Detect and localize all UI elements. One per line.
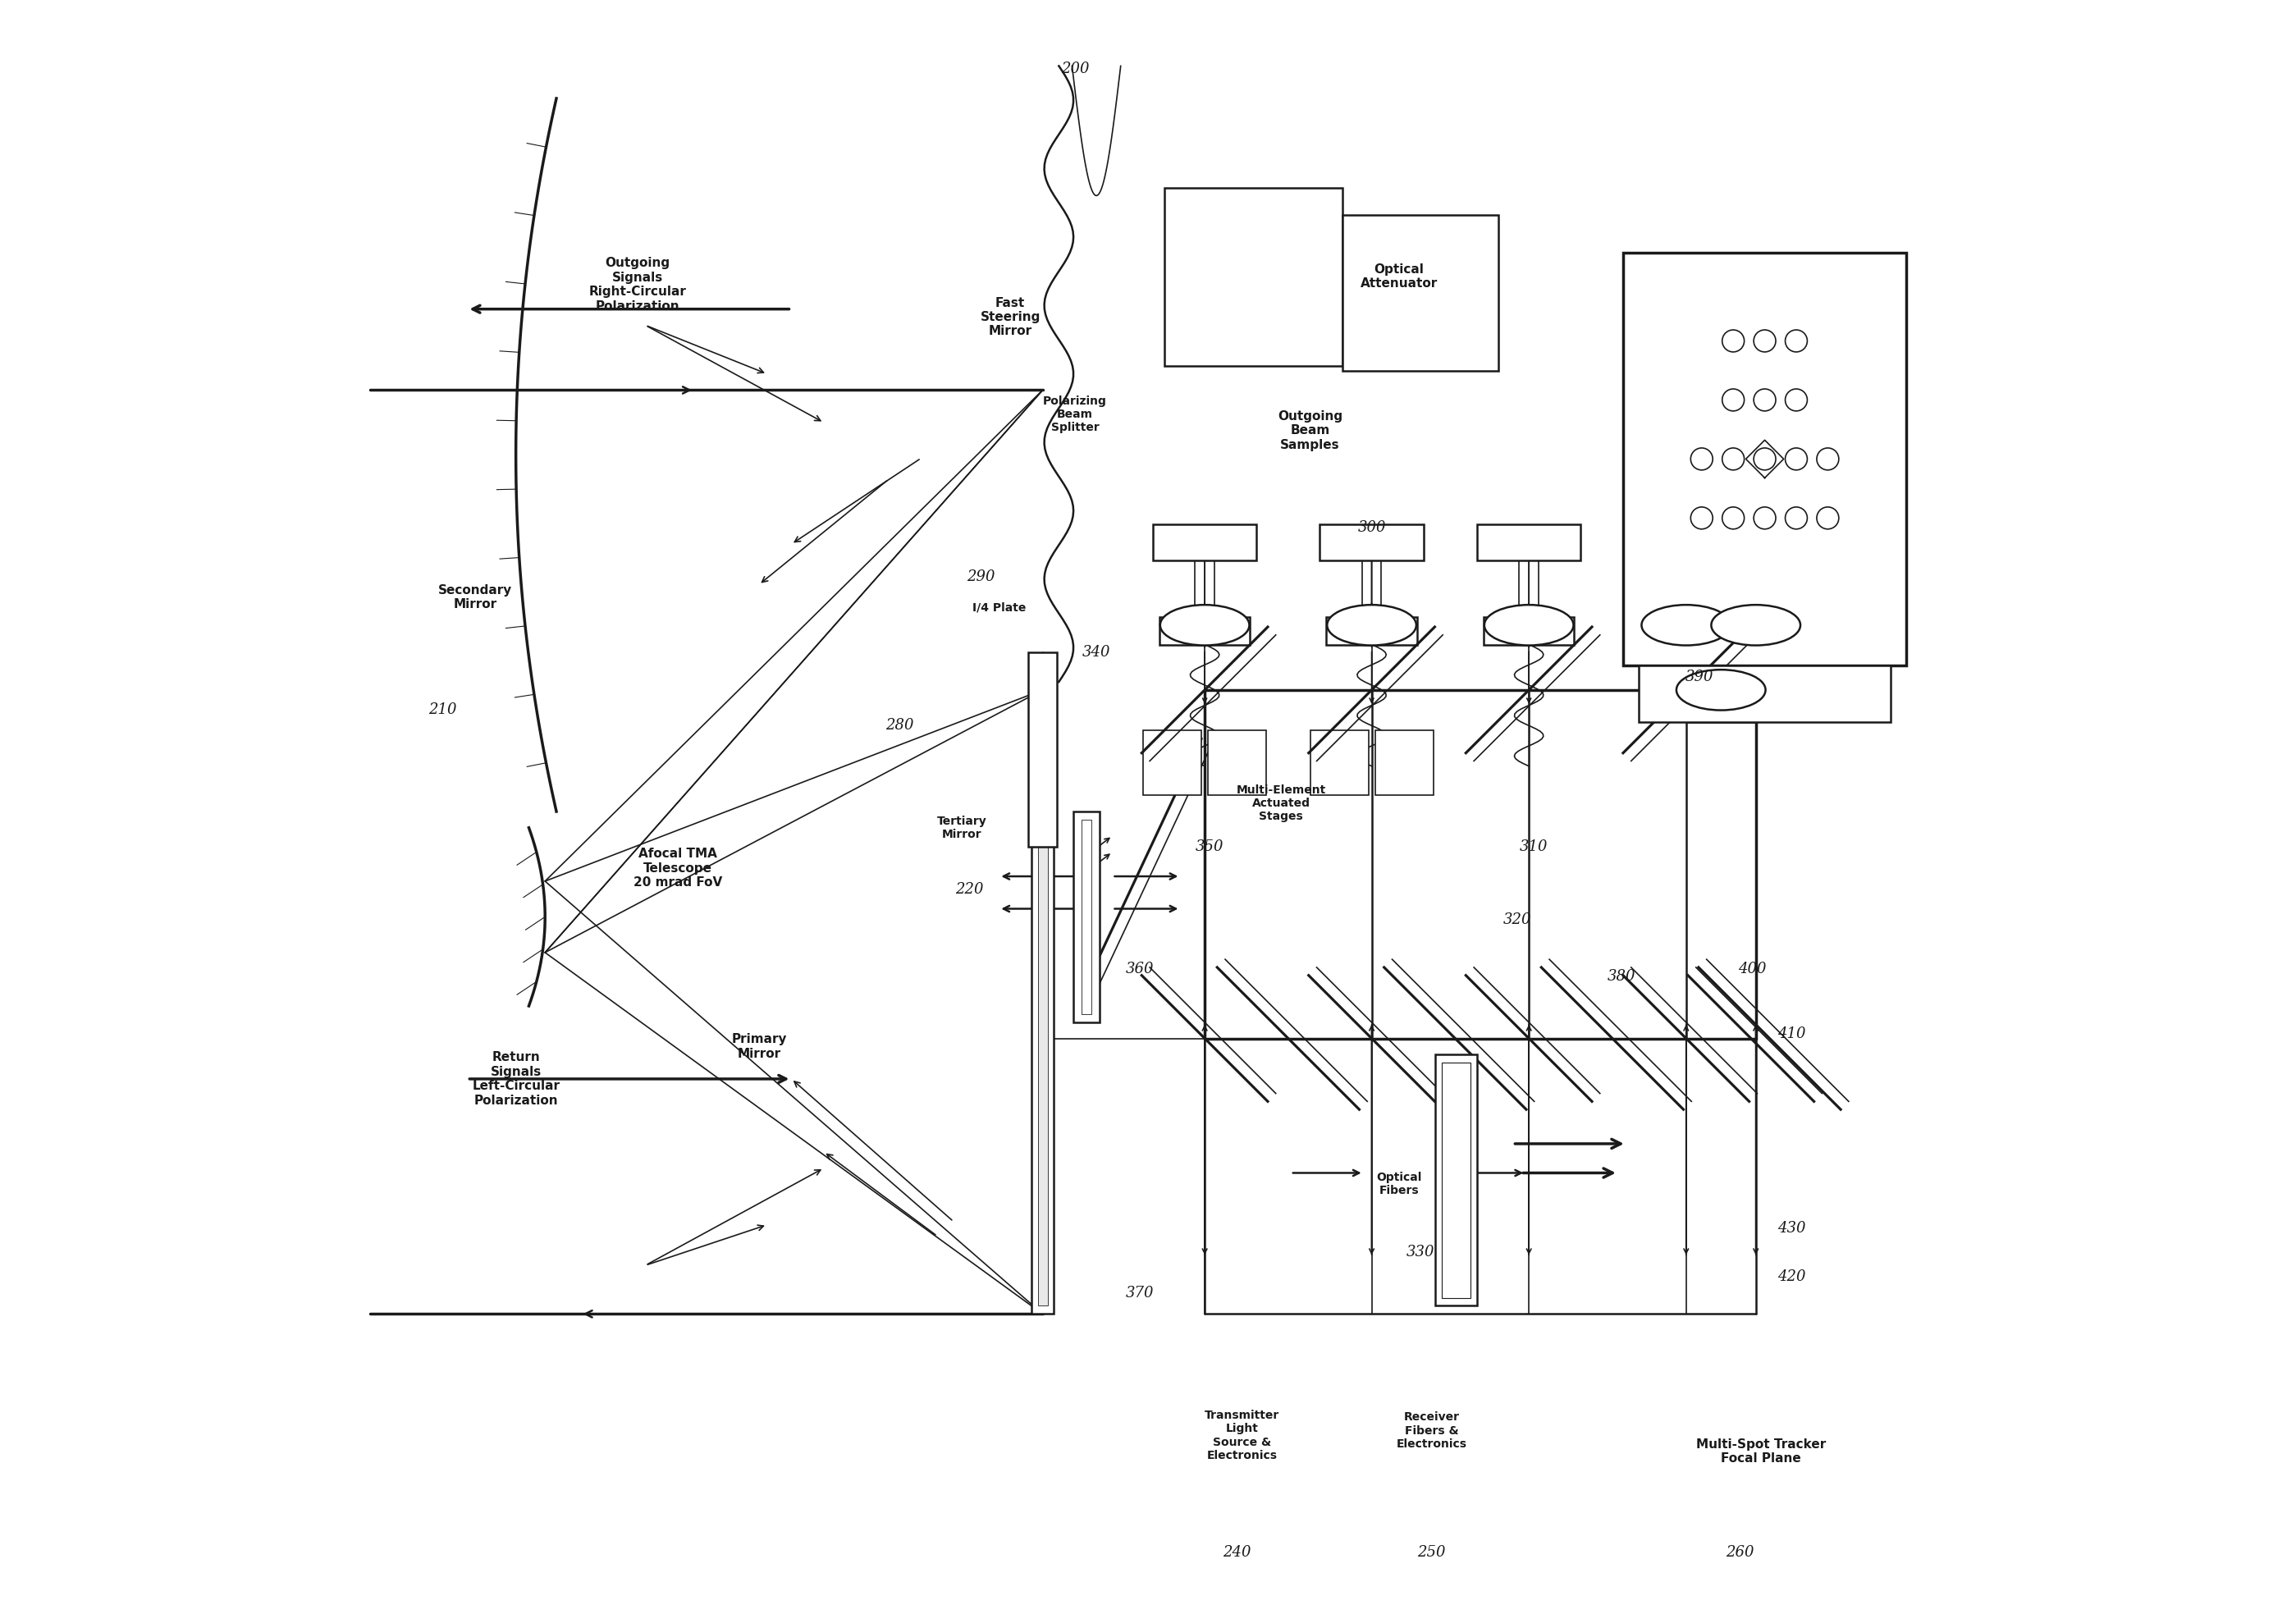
- Bar: [1208, 730, 1267, 795]
- Text: Secondary
Mirror: Secondary Mirror: [439, 584, 512, 610]
- Text: Primary
Mirror: Primary Mirror: [732, 1034, 788, 1060]
- Text: 340: 340: [1081, 646, 1111, 661]
- Ellipse shape: [1483, 605, 1573, 646]
- Text: 330: 330: [1405, 1245, 1435, 1259]
- Bar: [1435, 1055, 1476, 1307]
- Text: Tertiary
Mirror: Tertiary Mirror: [937, 815, 987, 841]
- Text: Return
Signals
Left-Circular
Polarization: Return Signals Left-Circular Polarizatio…: [473, 1052, 560, 1107]
- Bar: [1476, 524, 1580, 560]
- Bar: [1164, 188, 1343, 365]
- Text: 260: 260: [1727, 1545, 1754, 1560]
- Text: 350: 350: [1196, 839, 1224, 855]
- Bar: [1038, 690, 1047, 1307]
- Bar: [1442, 1063, 1469, 1298]
- Bar: [1311, 730, 1368, 795]
- Text: 320: 320: [1504, 912, 1531, 927]
- Text: 310: 310: [1520, 839, 1548, 855]
- Bar: [1029, 652, 1056, 847]
- Text: 370: 370: [1125, 1285, 1155, 1300]
- Text: 430: 430: [1777, 1220, 1805, 1235]
- Text: 380: 380: [1607, 969, 1635, 984]
- Text: Multi-Element
Actuated
Stages: Multi-Element Actuated Stages: [1235, 784, 1325, 823]
- Bar: [1483, 617, 1575, 644]
- Bar: [1081, 820, 1091, 1014]
- Ellipse shape: [1327, 605, 1417, 646]
- Bar: [1159, 617, 1249, 644]
- Text: Multi-Spot Tracker
Focal Plane: Multi-Spot Tracker Focal Plane: [1697, 1438, 1825, 1466]
- Bar: [1031, 682, 1054, 1315]
- Text: Optical
Attenuator: Optical Attenuator: [1362, 263, 1437, 291]
- Bar: [1639, 665, 1890, 722]
- Text: Receiver
Fibers &
Electronics: Receiver Fibers & Electronics: [1396, 1412, 1467, 1449]
- Text: Optical
Fibers: Optical Fibers: [1378, 1172, 1421, 1196]
- Text: 290: 290: [967, 570, 994, 584]
- Text: 420: 420: [1777, 1269, 1805, 1284]
- Text: 210: 210: [429, 703, 457, 717]
- Text: 300: 300: [1357, 521, 1387, 536]
- Text: Outgoing
Signals
Right-Circular
Polarization: Outgoing Signals Right-Circular Polariza…: [588, 256, 687, 312]
- Bar: [1075, 812, 1100, 1022]
- Bar: [1153, 524, 1256, 560]
- Text: 220: 220: [955, 881, 985, 896]
- Text: 390: 390: [1685, 670, 1713, 685]
- Text: 400: 400: [1738, 961, 1766, 975]
- Text: Afocal TMA
Telescope
20 mrad FoV: Afocal TMA Telescope 20 mrad FoV: [634, 847, 723, 889]
- Text: 360: 360: [1125, 961, 1155, 975]
- Text: 240: 240: [1224, 1545, 1251, 1560]
- Text: 410: 410: [1777, 1026, 1805, 1040]
- Bar: [1320, 524, 1424, 560]
- Text: Transmitter
Light
Source &
Electronics: Transmitter Light Source & Electronics: [1205, 1410, 1279, 1461]
- Text: Fast
Steering
Mirror: Fast Steering Mirror: [980, 297, 1040, 338]
- Text: I/4 Plate: I/4 Plate: [971, 602, 1026, 613]
- Bar: [1343, 216, 1497, 370]
- Ellipse shape: [1642, 605, 1731, 646]
- Bar: [1143, 730, 1201, 795]
- Bar: [1375, 730, 1433, 795]
- Bar: [1623, 252, 1906, 665]
- Text: 250: 250: [1417, 1545, 1446, 1560]
- Ellipse shape: [1159, 605, 1249, 646]
- Ellipse shape: [1711, 605, 1800, 646]
- Text: 200: 200: [1061, 62, 1088, 76]
- Bar: [1327, 617, 1417, 644]
- Text: Outgoing
Beam
Samples: Outgoing Beam Samples: [1277, 411, 1343, 451]
- Text: 280: 280: [886, 719, 914, 734]
- Ellipse shape: [1676, 670, 1766, 711]
- Text: Polarizing
Beam
Splitter: Polarizing Beam Splitter: [1042, 396, 1107, 433]
